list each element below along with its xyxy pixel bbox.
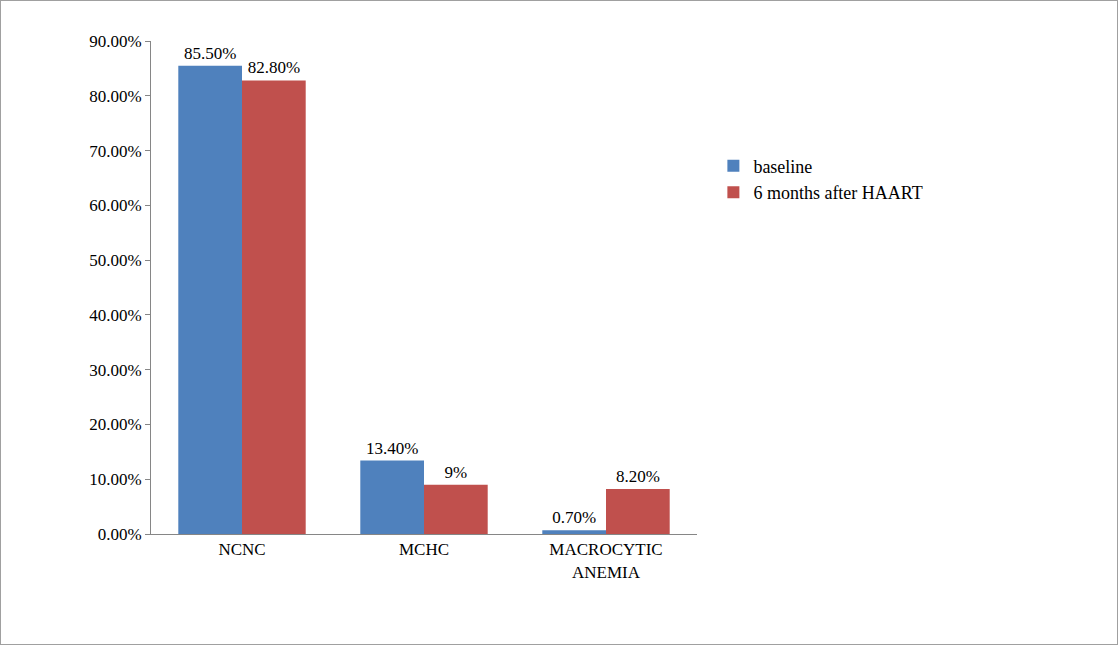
svg-text:50.00%: 50.00% — [89, 251, 141, 270]
svg-text:baseline: baseline — [753, 157, 812, 177]
svg-text:20.00%: 20.00% — [89, 415, 141, 434]
svg-text:MCHC: MCHC — [399, 540, 449, 559]
svg-text:40.00%: 40.00% — [89, 306, 141, 325]
svg-text:85.50%: 85.50% — [184, 44, 236, 63]
svg-text:8.20%: 8.20% — [616, 467, 660, 486]
svg-text:MACROCYTICANEMIA: MACROCYTICANEMIA — [549, 540, 662, 581]
svg-text:6 months after HAART: 6 months after HAART — [753, 183, 922, 203]
svg-text:60.00%: 60.00% — [89, 196, 141, 215]
svg-text:82.80%: 82.80% — [248, 58, 300, 77]
svg-text:70.00%: 70.00% — [89, 142, 141, 161]
svg-text:NCNC: NCNC — [218, 540, 265, 559]
svg-text:0.00%: 0.00% — [98, 525, 142, 544]
svg-text:90.00%: 90.00% — [89, 32, 141, 51]
svg-text:30.00%: 30.00% — [89, 361, 141, 380]
svg-text:13.40%: 13.40% — [366, 439, 418, 458]
svg-text:0.70%: 0.70% — [552, 508, 596, 527]
svg-text:9%: 9% — [445, 463, 468, 482]
svg-text:10.00%: 10.00% — [89, 470, 141, 489]
svg-text:80.00%: 80.00% — [89, 87, 141, 106]
